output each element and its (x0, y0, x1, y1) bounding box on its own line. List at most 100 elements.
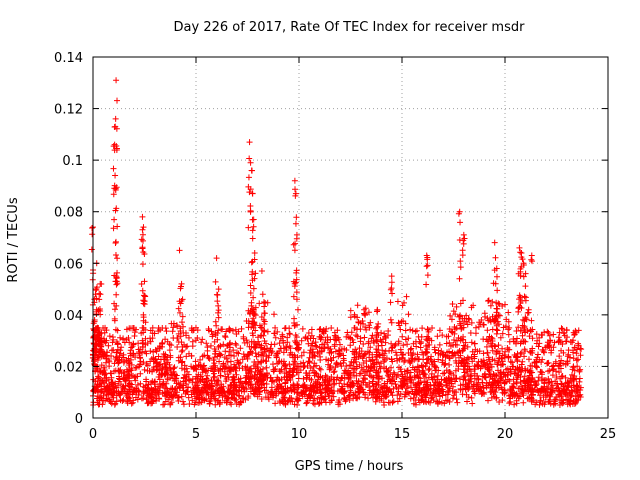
data-point (255, 351, 262, 358)
data-point (480, 360, 487, 367)
data-point (500, 324, 507, 331)
data-point (271, 330, 278, 337)
data-point (383, 368, 390, 375)
data-point (491, 372, 498, 379)
data-point (487, 389, 494, 396)
data-point (525, 309, 532, 316)
data-point (421, 371, 428, 378)
data-point (381, 401, 388, 408)
data-point (424, 272, 431, 279)
data-point (226, 326, 233, 333)
data-point (89, 231, 96, 238)
data-point (537, 397, 544, 404)
data-point (457, 219, 464, 226)
data-point (197, 363, 204, 370)
data-point (216, 358, 223, 365)
data-point (471, 388, 478, 395)
data-point (167, 365, 174, 372)
data-point (235, 392, 242, 399)
y-axis-label: ROTI / TECUs (6, 197, 21, 282)
data-point (207, 342, 214, 349)
data-point (290, 241, 297, 248)
data-point (546, 379, 553, 386)
data-point (262, 348, 269, 355)
data-point (562, 380, 569, 387)
data-point (446, 348, 453, 355)
data-point (501, 387, 508, 394)
data-point (114, 255, 121, 262)
data-point (306, 387, 313, 394)
data-point (468, 394, 475, 401)
data-point (347, 362, 354, 369)
data-point (511, 352, 518, 359)
data-point (112, 172, 119, 179)
data-point (485, 317, 492, 324)
data-point (539, 369, 546, 376)
data-point (306, 358, 313, 365)
data-point (210, 393, 217, 400)
data-point (518, 305, 525, 312)
data-point (515, 385, 522, 392)
data-point (203, 375, 210, 382)
data-point (200, 363, 207, 370)
data-point (542, 387, 549, 394)
data-point (313, 370, 320, 377)
data-point (366, 389, 373, 396)
data-point (257, 324, 264, 331)
data-point (295, 382, 302, 389)
data-point (375, 359, 382, 366)
data-point (215, 327, 222, 334)
data-point (141, 292, 148, 299)
data-point (214, 399, 221, 406)
data-point (382, 393, 389, 400)
data-point (114, 269, 121, 276)
data-point (213, 382, 220, 389)
data-point (300, 359, 307, 366)
data-point (307, 392, 314, 399)
data-point (547, 391, 554, 398)
data-point (564, 334, 571, 341)
data-point (333, 337, 340, 344)
data-point (577, 384, 584, 391)
data-point (245, 374, 252, 381)
data-point (243, 337, 250, 344)
data-point (292, 186, 299, 193)
data-point (325, 393, 332, 399)
data-point (112, 186, 119, 193)
data-point (230, 347, 237, 354)
data-point (340, 352, 347, 359)
data-point (349, 336, 356, 343)
data-point (259, 291, 266, 298)
data-point (301, 362, 308, 369)
data-point (287, 349, 294, 356)
data-point (374, 338, 381, 345)
data-point (353, 372, 360, 379)
data-point (378, 342, 385, 349)
data-point (247, 159, 254, 166)
data-point (100, 353, 107, 360)
data-point (310, 335, 317, 342)
data-point (181, 362, 188, 369)
data-point (439, 392, 446, 399)
data-point (286, 361, 293, 368)
data-point (248, 324, 255, 331)
data-point (265, 396, 272, 403)
data-point (178, 339, 185, 346)
data-point (446, 398, 453, 405)
data-point (460, 324, 467, 331)
data-point (261, 328, 268, 335)
data-point (495, 321, 502, 328)
data-point (493, 299, 500, 306)
data-point (214, 336, 221, 343)
data-point (525, 395, 532, 402)
data-point (460, 342, 467, 349)
data-point (526, 333, 533, 340)
data-point (464, 398, 471, 405)
data-point (345, 367, 352, 374)
data-point (153, 397, 160, 404)
data-point (258, 372, 265, 379)
data-point (95, 374, 102, 381)
data-point (136, 349, 143, 356)
data-point (294, 363, 301, 370)
data-point (419, 325, 426, 332)
